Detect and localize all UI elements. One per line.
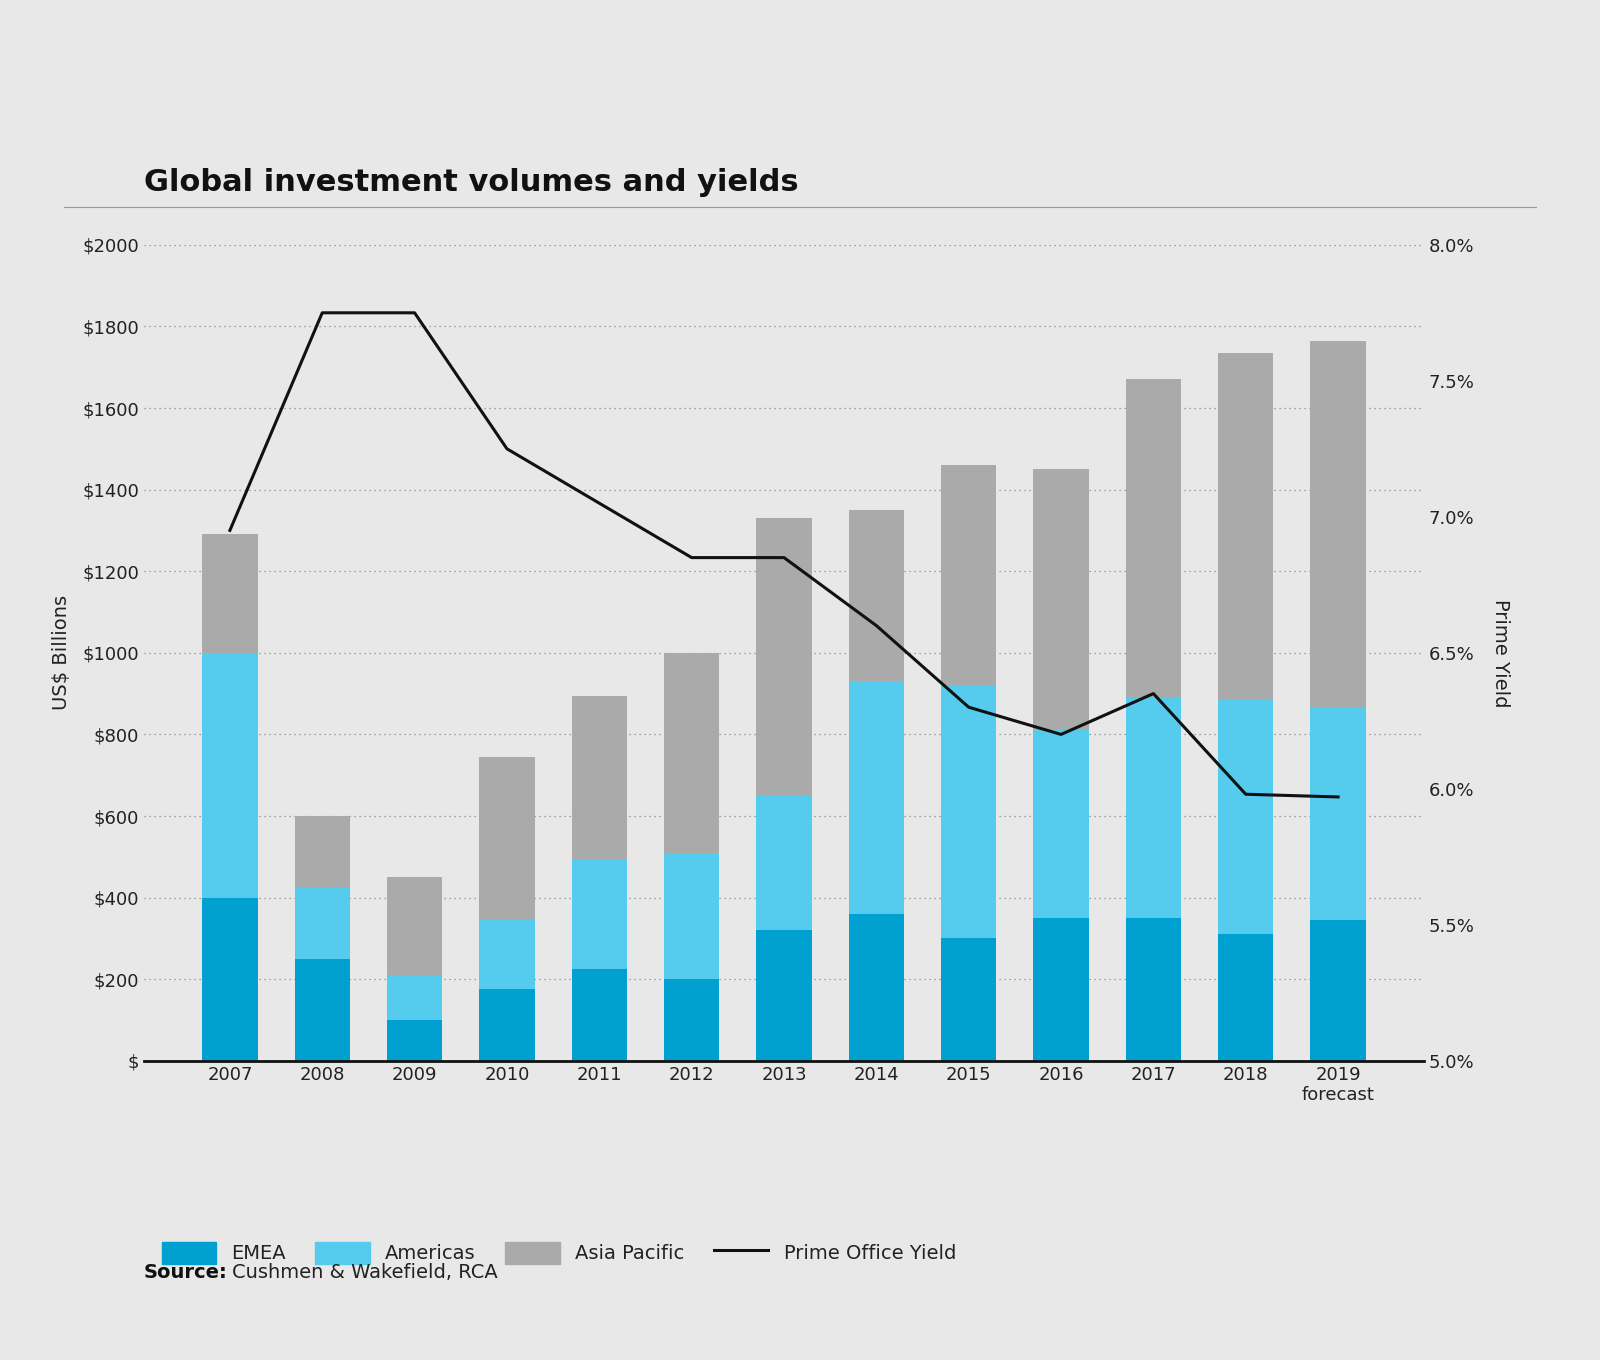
Bar [1218, 934, 1274, 1061]
Bar [757, 930, 811, 1061]
Bar [941, 465, 997, 685]
Bar [202, 534, 258, 653]
Bar [202, 898, 258, 1061]
Bar [1034, 730, 1088, 918]
Bar [202, 653, 258, 898]
Bar [1126, 918, 1181, 1061]
Bar [1218, 699, 1274, 934]
Bar [1218, 354, 1274, 699]
Bar [387, 975, 442, 1020]
Bar [480, 756, 534, 919]
Legend: EMEA, Americas, Asia Pacific, Prime Office Yield: EMEA, Americas, Asia Pacific, Prime Offi… [154, 1234, 963, 1272]
Bar [571, 968, 627, 1061]
Bar [571, 696, 627, 860]
Bar [387, 877, 442, 975]
Bar [480, 990, 534, 1061]
Bar [848, 681, 904, 914]
Bar [294, 959, 350, 1061]
Bar [664, 653, 720, 853]
Bar [848, 914, 904, 1061]
Bar [757, 518, 811, 796]
Bar [941, 938, 997, 1061]
Y-axis label: Prime Yield: Prime Yield [1491, 598, 1510, 707]
Bar [941, 685, 997, 938]
Bar [294, 887, 350, 959]
Bar [1310, 340, 1366, 707]
Text: Source:: Source: [144, 1263, 227, 1282]
Bar [664, 979, 720, 1061]
Bar [757, 796, 811, 930]
Bar [1034, 469, 1088, 730]
Bar [848, 510, 904, 681]
Bar [294, 816, 350, 887]
Y-axis label: US$ Billions: US$ Billions [53, 596, 70, 710]
Bar [387, 1020, 442, 1061]
Text: Global investment volumes and yields: Global investment volumes and yields [144, 169, 798, 197]
Bar [1126, 379, 1181, 698]
Text: Cushmen & Wakefield, RCA: Cushmen & Wakefield, RCA [232, 1263, 498, 1282]
Bar [1310, 707, 1366, 919]
Bar [664, 853, 720, 979]
Bar [1126, 698, 1181, 918]
Bar [480, 919, 534, 990]
Bar [1034, 918, 1088, 1061]
Bar [571, 860, 627, 968]
Bar [1310, 919, 1366, 1061]
